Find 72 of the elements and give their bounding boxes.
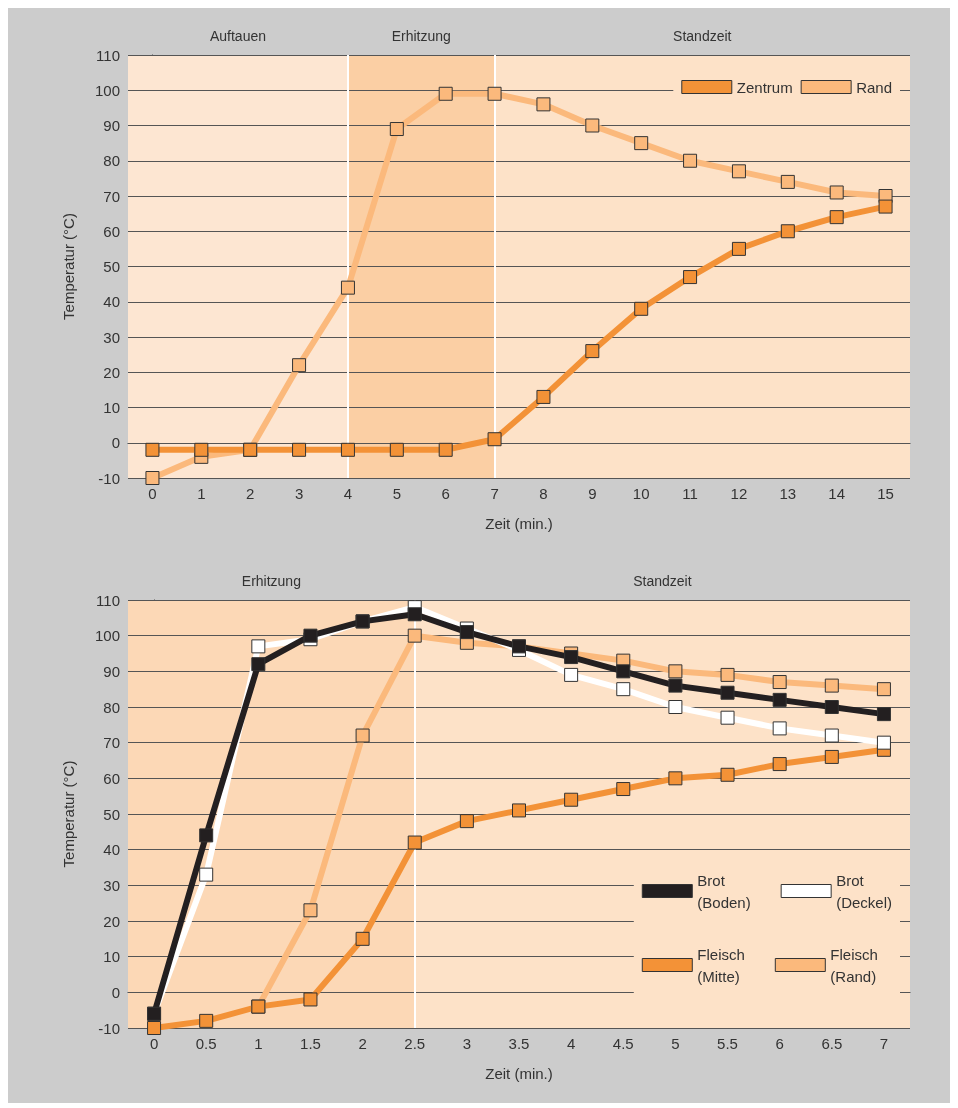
x-tick-label: 15 — [877, 485, 894, 502]
x-axis-title: Zeit (min.) — [485, 515, 553, 532]
y-tick-label: 50 — [103, 805, 120, 823]
band-label: Erhitzung — [241, 573, 301, 589]
y-tick-label: 10 — [103, 948, 120, 966]
y-tick-label: 110 — [96, 591, 120, 609]
x-tick-label: 7 — [879, 1035, 889, 1052]
x-tick-label: 0 — [148, 485, 157, 502]
y-tick-label: -10 — [98, 469, 120, 487]
legend-label: Zentrum — [736, 78, 793, 96]
x-tick-label: 2 — [358, 1035, 367, 1052]
legend-label: Brot (Boden) — [697, 871, 751, 911]
y-tick-label: 10 — [103, 399, 120, 416]
x-tick-label: 2.5 — [404, 1035, 426, 1052]
x-tick-label: 3.5 — [508, 1035, 530, 1052]
y-tick-label: 90 — [103, 662, 120, 680]
band-label: Standzeit — [633, 573, 692, 589]
y-tick-label: 90 — [103, 117, 120, 134]
y-tick-label: 70 — [103, 734, 120, 752]
x-tick-label: 0.5 — [195, 1035, 217, 1052]
y-tick-label: 80 — [103, 152, 120, 170]
x-tick-label: 7 — [490, 485, 499, 502]
x-tick-label: 6 — [775, 1035, 784, 1052]
legend-label: Rand — [856, 78, 892, 96]
x-tick-label: 5 — [392, 485, 401, 502]
x-tick-label: 10 — [632, 485, 650, 502]
x-tick-label: 4 — [566, 1035, 576, 1052]
x-tick-label: 11 — [682, 485, 698, 502]
band-label: Erhitzung — [391, 28, 451, 44]
x-tick-label: 5.5 — [717, 1035, 738, 1052]
x-tick-label: 6 — [441, 485, 450, 502]
x-tick-label: 1.5 — [300, 1035, 321, 1052]
y-tick-label: 70 — [103, 187, 120, 205]
x-tick-label: 13 — [779, 485, 797, 502]
y-axis-title: Temperatur (°C) — [60, 760, 77, 868]
x-tick-label: 8 — [539, 485, 548, 502]
x-tick-label: 3 — [462, 1035, 472, 1052]
y-tick-label: 60 — [103, 222, 120, 240]
x-tick-label: 14 — [828, 485, 846, 502]
x-tick-label: 4.5 — [612, 1035, 634, 1052]
band-label: Auftauen — [209, 28, 266, 44]
y-tick-label: -10 — [98, 1019, 120, 1037]
y-tick-label: 40 — [103, 841, 120, 859]
x-tick-label: 9 — [588, 485, 597, 502]
y-tick-label: 80 — [103, 698, 120, 716]
y-tick-label: 30 — [103, 328, 120, 346]
y-tick-label: 40 — [103, 293, 120, 311]
x-tick-label: 4 — [343, 485, 353, 502]
y-tick-label: 20 — [103, 363, 120, 381]
x-tick-label: 1 — [197, 485, 206, 502]
y-tick-label: 100 — [94, 81, 120, 99]
x-tick-label: 3 — [294, 485, 304, 502]
x-tick-label: 0 — [149, 1035, 159, 1052]
x-tick-label: 1 — [254, 1035, 263, 1052]
y-tick-label: 110 — [96, 46, 120, 64]
y-axis-title: Temperatur (°C) — [60, 213, 77, 320]
x-tick-label: 6.5 — [821, 1035, 843, 1052]
x-tick-label: 2 — [246, 485, 255, 502]
legend-label: Fleisch (Rand) — [830, 945, 878, 985]
legend-label: Fleisch (Mitte) — [697, 945, 745, 985]
y-tick-label: 0 — [111, 983, 120, 1001]
x-tick-label: 12 — [730, 485, 748, 502]
x-axis-title: Zeit (min.) — [485, 1065, 553, 1082]
legend-label: Brot (Deckel) — [836, 871, 892, 911]
y-tick-label: 60 — [103, 769, 120, 787]
x-tick-label: 5 — [671, 1035, 680, 1052]
y-tick-label: 100 — [94, 627, 120, 645]
y-tick-label: 50 — [103, 258, 120, 275]
y-tick-label: 0 — [111, 434, 120, 452]
y-tick-label: 20 — [103, 912, 120, 930]
band-label: Standzeit — [673, 28, 732, 44]
y-tick-label: 30 — [103, 876, 120, 894]
